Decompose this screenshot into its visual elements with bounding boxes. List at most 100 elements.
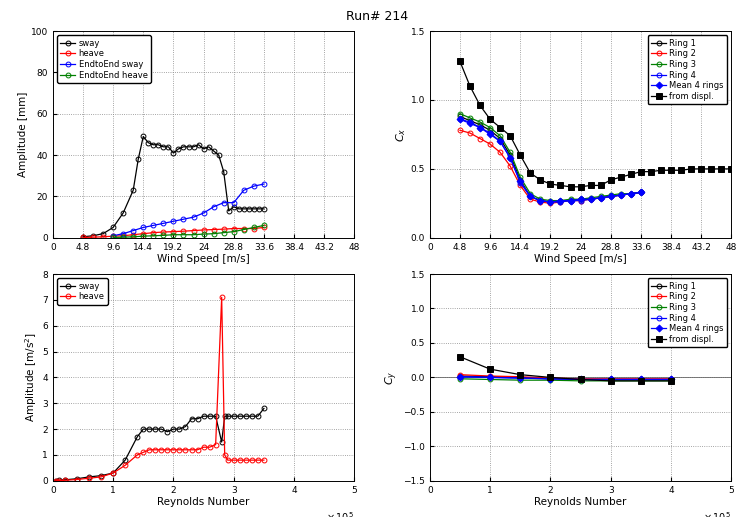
EndtoEnd sway (109, 233, 118, 239)
from displ. (516, 152, 525, 158)
Ring 1 (576, 196, 585, 202)
Ring 3 (606, 378, 615, 384)
from displ. (566, 184, 575, 190)
Ring 4 (586, 196, 595, 202)
heave (205, 444, 214, 450)
Mean 4 rings (516, 375, 525, 381)
Ring 2 (455, 127, 464, 133)
heave (219, 226, 228, 232)
heave (209, 226, 218, 233)
from displ. (576, 376, 585, 383)
EndtoEnd sway (118, 231, 127, 237)
Ring 4 (566, 197, 575, 204)
Ring 3 (465, 115, 474, 121)
Y-axis label: Amplitude [mm]: Amplitude [mm] (18, 92, 28, 177)
sway (241, 413, 250, 419)
sway (250, 206, 259, 212)
sway (164, 144, 173, 150)
Ring 3 (516, 377, 525, 383)
Ring 2 (536, 199, 545, 205)
Ring 4 (476, 125, 485, 131)
Ring 1 (526, 193, 535, 200)
heave (121, 462, 130, 468)
Ring 3 (566, 196, 575, 202)
Ring 3 (546, 197, 555, 204)
Ring 2 (606, 376, 615, 382)
sway (60, 477, 69, 483)
X-axis label: Wind Speed [m/s]: Wind Speed [m/s] (157, 254, 250, 265)
from displ. (486, 116, 495, 123)
sway (194, 142, 203, 148)
sway (78, 234, 87, 240)
Mean 4 rings (476, 125, 485, 131)
Mean 4 rings (627, 191, 636, 197)
Ring 4 (526, 193, 535, 200)
heave (250, 225, 259, 232)
Mean 4 rings (546, 376, 555, 382)
Ring 4 (606, 193, 615, 200)
Mean 4 rings (636, 376, 645, 383)
from displ. (546, 374, 555, 381)
from displ. (526, 170, 535, 176)
heave (169, 229, 178, 235)
Ring 1 (616, 192, 625, 198)
Ring 1 (667, 376, 676, 383)
from displ. (657, 167, 666, 173)
sway (133, 156, 143, 162)
Ring 1 (486, 127, 495, 133)
Mean 4 rings (586, 196, 595, 202)
Mean 4 rings (576, 196, 585, 202)
heave (241, 457, 250, 463)
EndtoEnd heave (259, 222, 268, 229)
Ring 3 (556, 197, 565, 204)
EndtoEnd heave (189, 232, 198, 238)
Ring 2 (495, 149, 504, 156)
sway (235, 413, 244, 419)
Y-axis label: $C_x$: $C_x$ (394, 127, 408, 142)
Mean 4 rings (526, 193, 535, 200)
sway (154, 142, 163, 148)
EndtoEnd heave (149, 233, 158, 239)
Ring 4 (596, 195, 605, 201)
Ring 1 (486, 374, 495, 380)
sway (163, 429, 172, 435)
sway (129, 187, 138, 193)
sway (139, 426, 148, 432)
Ring 3 (526, 191, 535, 197)
sway (199, 146, 208, 152)
Ring 3 (536, 196, 545, 202)
EndtoEnd sway (169, 218, 178, 224)
Ring 1 (596, 195, 605, 201)
from displ. (706, 166, 716, 172)
Ring 1 (636, 189, 645, 195)
from displ. (455, 354, 464, 360)
sway (99, 231, 108, 237)
EndtoEnd heave (229, 229, 238, 235)
sway (204, 144, 213, 150)
Line: Ring 2: Ring 2 (458, 372, 673, 381)
Ring 4 (486, 374, 495, 381)
EndtoEnd sway (219, 200, 228, 206)
Ring 1 (546, 376, 555, 382)
Ring 3 (576, 196, 585, 202)
Ring 4 (636, 189, 645, 195)
sway (88, 233, 97, 239)
Ring 2 (576, 197, 585, 204)
heave (175, 447, 184, 453)
Ring 2 (546, 375, 555, 381)
Ring 1 (566, 197, 575, 204)
sway (193, 416, 202, 422)
from displ. (676, 167, 685, 173)
sway (247, 413, 256, 419)
EndtoEnd heave (250, 224, 259, 231)
Ring 2 (636, 376, 645, 382)
from displ. (727, 166, 736, 172)
Ring 4 (546, 199, 555, 205)
from displ. (667, 378, 676, 384)
heave (78, 234, 87, 240)
Ring 2 (506, 163, 515, 169)
sway (109, 224, 118, 231)
EndtoEnd sway (239, 187, 248, 193)
Ring 4 (455, 116, 464, 123)
Line: Ring 2: Ring 2 (458, 128, 643, 206)
